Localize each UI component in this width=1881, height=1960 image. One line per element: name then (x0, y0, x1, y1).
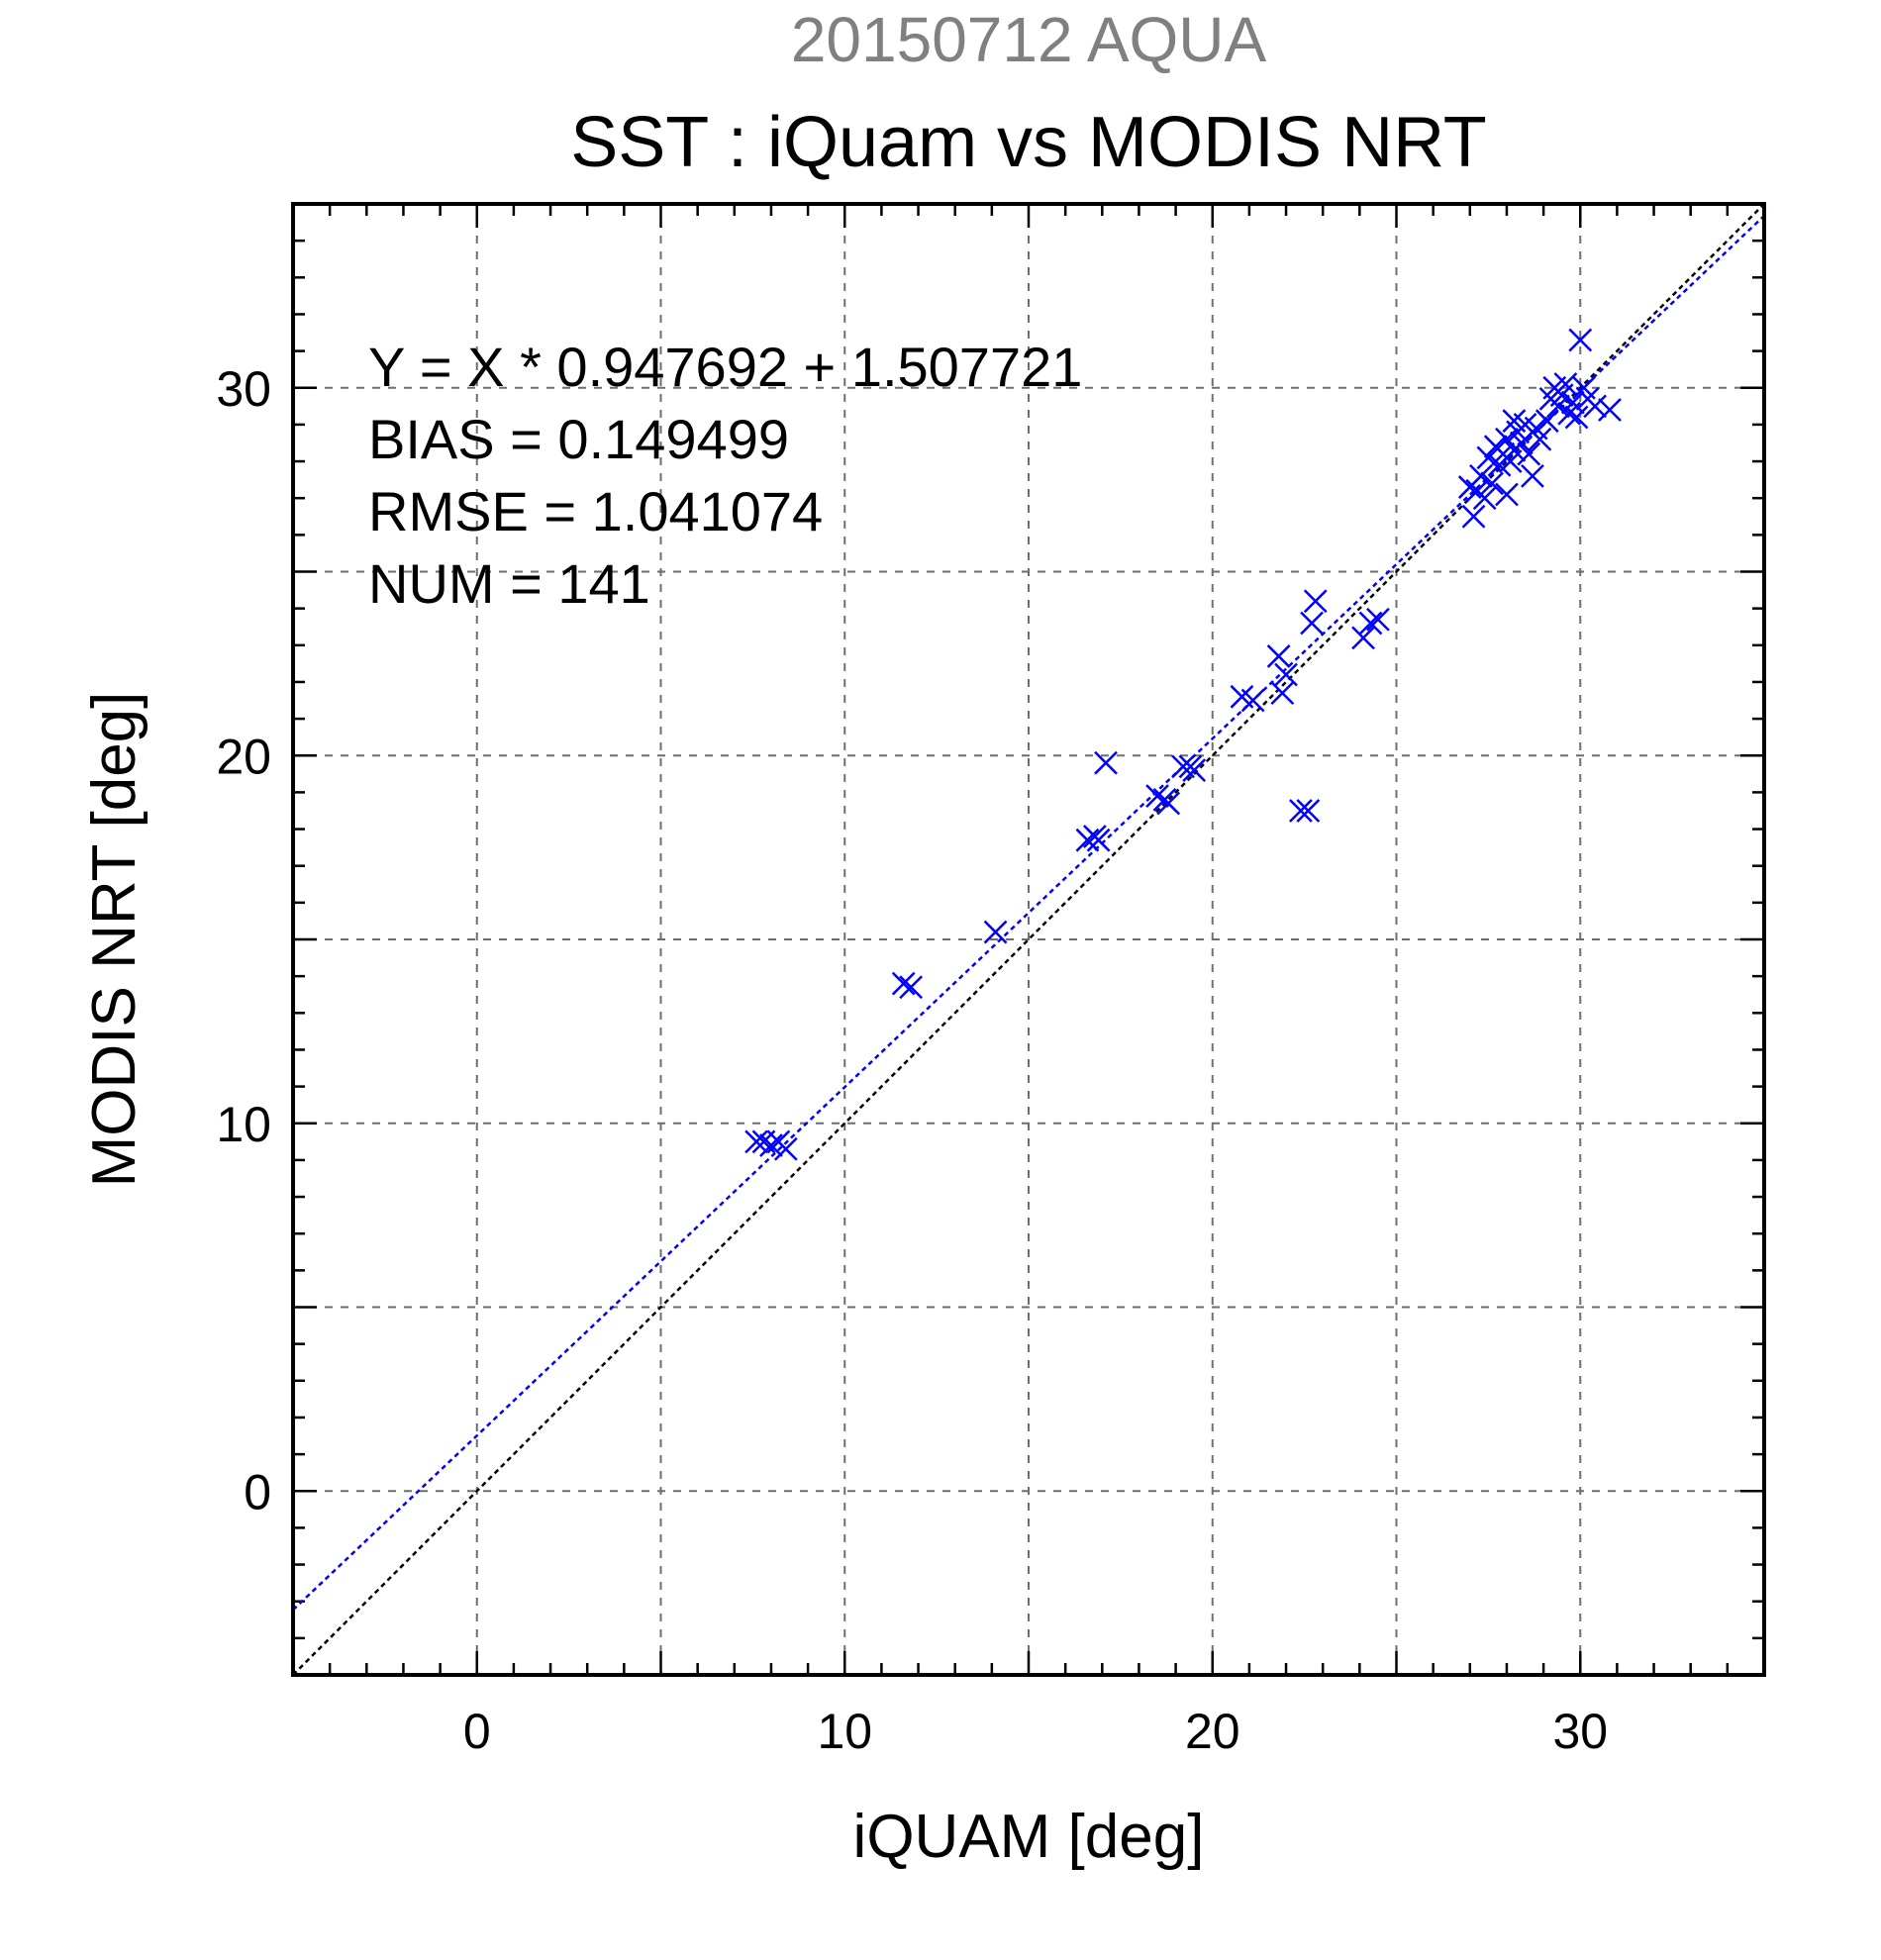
y-tick-label: 20 (216, 729, 271, 784)
data-point (1289, 799, 1313, 823)
data-point (1182, 758, 1207, 782)
x-tick-label: 30 (1552, 1704, 1608, 1759)
data-point (773, 1136, 798, 1161)
data-point (1521, 464, 1544, 488)
data-point (1086, 828, 1111, 852)
data-point (1461, 504, 1486, 529)
chart-title: SST : iQuam vs MODIS NRT (570, 103, 1487, 182)
chart-date-title: 20150712 AQUA (791, 4, 1267, 75)
data-point (1296, 799, 1321, 823)
data-point (1358, 611, 1383, 636)
data-point (1564, 405, 1589, 430)
y-tick-label: 30 (216, 361, 271, 417)
data-point (1156, 791, 1181, 816)
data-point (1266, 644, 1291, 668)
data-point (1583, 394, 1607, 419)
x-tick-label: 20 (1185, 1704, 1240, 1759)
data-point (1472, 486, 1497, 511)
data-point (1270, 681, 1295, 705)
data-point (1476, 445, 1501, 470)
data-point (899, 975, 924, 1000)
data-point (1528, 427, 1552, 451)
data-point (1366, 607, 1390, 632)
data-point (891, 971, 916, 996)
data-point (1553, 372, 1578, 396)
data-point (1075, 828, 1100, 852)
y-tick-label: 0 (244, 1464, 271, 1519)
stat-line: RMSE = 1.041074 (368, 480, 823, 542)
plot-frame (291, 202, 1766, 1677)
data-point (1303, 589, 1328, 614)
data-point (983, 920, 1008, 944)
data-point (1517, 441, 1541, 466)
data-point (1274, 662, 1298, 687)
data-point (1560, 390, 1585, 415)
data-point (1480, 471, 1504, 496)
stat-line: Y = X * 0.947692 + 1.507721 (368, 336, 1082, 398)
stat-line: BIAS = 0.149499 (368, 408, 789, 470)
data-point (1495, 482, 1519, 507)
data-point (1469, 464, 1493, 488)
data-point (744, 1129, 768, 1154)
data-point (1568, 328, 1593, 352)
data-point (1534, 409, 1559, 434)
tick-labels: 0 10 20 30 0 10 20 30 (216, 361, 1608, 1759)
x-tick-label: 10 (817, 1704, 872, 1759)
data-point (1598, 398, 1622, 422)
x-axis-label: iQUAM [deg] (853, 1803, 1205, 1871)
statistics-block: Y = X * 0.947692 + 1.507721 BIAS = 0.1494… (368, 336, 1082, 615)
data-point (1240, 688, 1265, 713)
data-point (759, 1133, 783, 1157)
x-tick-label: 0 (463, 1704, 491, 1759)
data-point (1145, 784, 1169, 808)
y-axis-label: MODIS NRT [deg] (80, 692, 148, 1188)
data-point (1495, 427, 1519, 451)
data-point (1094, 750, 1118, 775)
data-points (744, 328, 1622, 1161)
grid-lines (293, 204, 1764, 1675)
data-point (1351, 626, 1375, 650)
y-tick-label: 10 (216, 1097, 271, 1152)
data-point (1300, 611, 1324, 636)
stat-line: NUM = 141 (368, 552, 650, 615)
